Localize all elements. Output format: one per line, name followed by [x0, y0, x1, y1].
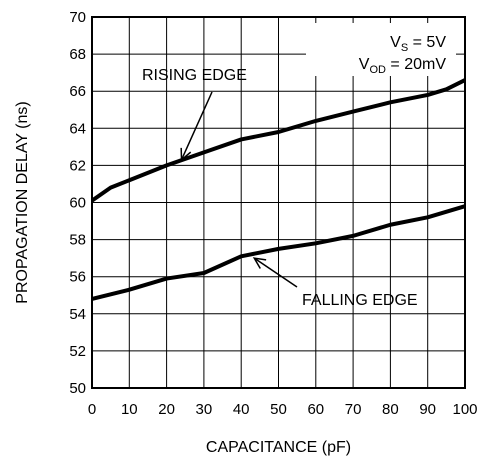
plot-frame [91, 16, 466, 389]
x-tick-label: 70 [345, 401, 362, 418]
y-tick-label: 52 [69, 343, 86, 360]
x-tick-label: 0 [88, 401, 96, 418]
y-tick-label: 50 [69, 380, 86, 397]
y-tick-label: 60 [69, 195, 86, 212]
x-tick-label: 50 [270, 401, 287, 418]
grid [92, 17, 465, 388]
x-tick-label: 40 [233, 401, 250, 418]
x-tick-label: 10 [121, 401, 138, 418]
x-tick-label: 20 [158, 401, 175, 418]
x-tick-label: 60 [307, 401, 324, 418]
rising-edge-arrow-head [180, 147, 192, 162]
y-tick-label: 66 [69, 83, 86, 100]
y-tick-label: 58 [69, 232, 86, 249]
rising-edge-line [90, 78, 466, 203]
x-tick-label: 90 [419, 401, 436, 418]
data-series [90, 78, 466, 301]
x-tick-label: 80 [382, 401, 399, 418]
falling-edge-line [91, 204, 466, 301]
rising-edge-arrow [180, 91, 213, 161]
y-tick-label: 56 [69, 269, 86, 286]
conditions-box [306, 23, 456, 76]
y-tick-label: 70 [69, 9, 86, 26]
y-tick-label: 64 [69, 120, 86, 137]
falling-edge-arrow-head [252, 257, 267, 269]
condition-vs: VS = 5V [390, 34, 446, 54]
y-tick-label: 68 [69, 46, 86, 63]
condition-vod: VOD = 20mV [359, 56, 447, 76]
y-tick-label: 62 [69, 157, 86, 174]
x-tick-label: 30 [196, 401, 213, 418]
rising-edge-label: RISING EDGE [142, 67, 247, 84]
falling-edge-arrow [253, 257, 298, 288]
y-tick-labels: 50 52 54 56 58 60 62 64 66 68 70 [69, 9, 86, 397]
x-tick-label: 100 [452, 401, 477, 418]
x-tick-labels: 0 10 20 30 40 50 60 70 80 90 100 [88, 401, 478, 418]
x-axis-label: CAPACITANCE (pF) [206, 439, 351, 456]
y-axis-label: PROPAGATION DELAY (ns) [14, 101, 31, 303]
y-tick-label: 54 [69, 306, 86, 323]
falling-edge-label: FALLING EDGE [302, 292, 418, 309]
